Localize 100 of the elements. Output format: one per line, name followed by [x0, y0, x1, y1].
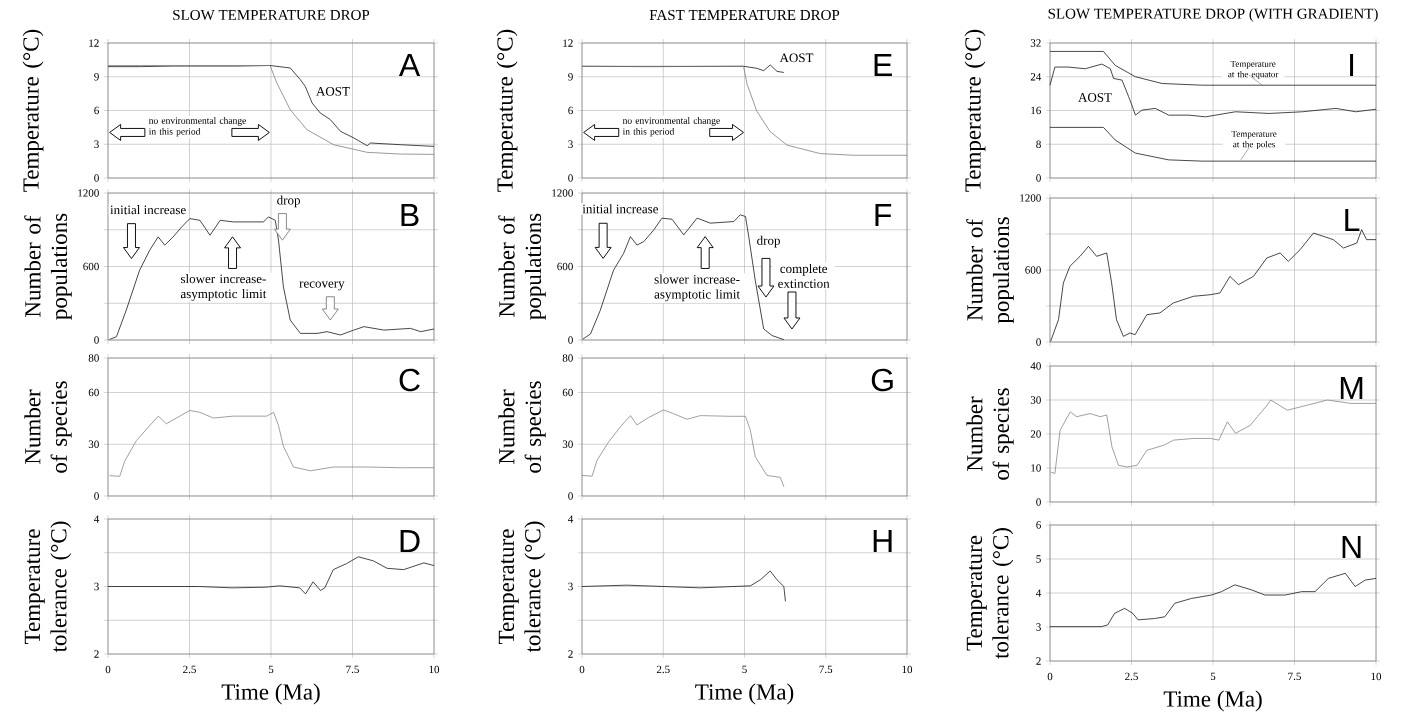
- y-tick-label: 2: [94, 650, 99, 658]
- x-tick-label: 10: [1371, 672, 1382, 681]
- chart-title: SLOW TEMPERATURE DROP: [173, 9, 370, 21]
- x-tick-label: 7.5: [1288, 672, 1301, 681]
- y-tick-label: 60: [562, 388, 573, 397]
- annotation: no environmental change in this period: [622, 117, 720, 137]
- y-tick-label: 6: [1036, 521, 1041, 529]
- y-tick-label: 60: [88, 388, 99, 397]
- annotation: G: [871, 368, 893, 392]
- y-tick-label: 4: [568, 515, 574, 523]
- y-tick-label: 32: [1030, 39, 1041, 47]
- y-tick-label: 0: [1036, 174, 1041, 182]
- y-tick-label: 12: [563, 39, 573, 47]
- y-tick-label: 3: [568, 140, 573, 148]
- x-tick-label: 5: [268, 665, 274, 674]
- y-tick-label: 9: [568, 73, 573, 81]
- annotation: AOST: [316, 87, 350, 96]
- y-tick-label: 0: [94, 174, 99, 182]
- y-tick-label: 2: [1036, 657, 1041, 665]
- x-tick-label: 7.5: [819, 665, 833, 674]
- annotation: H: [873, 530, 892, 553]
- y-tick-label: 1200: [78, 189, 99, 197]
- x-tick-label: 0: [1047, 672, 1053, 681]
- annotation: C: [399, 368, 420, 392]
- y-tick-label: 20: [1030, 430, 1041, 438]
- y-tick-label: 600: [557, 262, 573, 271]
- annotation: E: [874, 53, 892, 77]
- y-tick-label: 12: [89, 39, 99, 47]
- y-tick-label: 24: [1030, 73, 1042, 81]
- annotation: slower increase-asymptotic limit: [654, 274, 740, 302]
- y-tick-label: 600: [83, 262, 99, 271]
- y-tick-label: 1200: [1020, 194, 1041, 202]
- y-tick-label: 0: [94, 336, 99, 344]
- y-tick-label: 3: [94, 140, 99, 148]
- annotation: recovery: [299, 281, 345, 291]
- annotation: slower increase-asymptotic limit: [180, 274, 267, 301]
- annotation: drop: [757, 235, 780, 248]
- y-tick-label: 30: [1030, 396, 1041, 404]
- annotation: Temperature at the poles: [1231, 130, 1277, 150]
- annotation: AOST: [1078, 93, 1112, 102]
- annotation: initial increase: [582, 204, 659, 214]
- y-tick-label: 600: [1025, 266, 1041, 274]
- x-tick-label: 7.5: [346, 665, 359, 674]
- y-tick-label: 5: [1036, 555, 1041, 563]
- y-tick-label: 10: [1031, 464, 1041, 472]
- y-axis-title: Number of species: [24, 381, 72, 473]
- annotation: drop: [277, 195, 301, 208]
- y-tick-label: 3: [94, 582, 99, 591]
- annotation: I: [1350, 53, 1354, 77]
- y-tick-label: 30: [562, 440, 573, 448]
- y-axis-title: Temperature tolerance (°C): [966, 528, 1014, 659]
- y-axis-title: Temperature (°C): [22, 29, 44, 192]
- y-axis-title: Number of populations: [498, 213, 546, 320]
- y-tick-label: 30: [88, 440, 99, 448]
- annotation: N: [1342, 536, 1361, 559]
- y-axis-title: Temperature (°C): [964, 29, 986, 192]
- x-axis-title: Time (Ma): [1163, 690, 1262, 712]
- x-axis-title: Time (Ma): [221, 683, 320, 705]
- y-tick-label: 40: [1030, 362, 1041, 370]
- annotation: initial increase: [110, 205, 186, 215]
- chart-title: SLOW TEMPERATURE DROP (WITH GRADIENT): [1048, 8, 1378, 22]
- annotation: L: [1345, 208, 1360, 232]
- y-tick-label: 80: [88, 354, 99, 362]
- y-tick-label: 3: [1036, 623, 1041, 631]
- y-tick-label: 16: [1031, 106, 1041, 115]
- y-tick-label: 9: [94, 73, 99, 81]
- annotation: M: [1340, 376, 1363, 400]
- y-axis-title: Number of species: [966, 388, 1014, 480]
- y-tick-label: 80: [562, 354, 573, 362]
- y-tick-label: 0: [1036, 498, 1041, 506]
- y-tick-label: 0: [1036, 338, 1041, 346]
- x-tick-label: 5: [1210, 672, 1216, 681]
- annotation: B: [401, 203, 419, 227]
- x-axis-title: Time (Ma): [695, 683, 794, 705]
- annotation: A: [398, 53, 421, 77]
- x-tick-label: 2.5: [656, 665, 670, 674]
- y-axis-title: Temperature tolerance (°C): [24, 521, 72, 653]
- x-tick-label: 2.5: [183, 665, 196, 674]
- x-tick-label: 10: [902, 665, 913, 674]
- annotation: complete extinction: [778, 263, 830, 288]
- y-tick-label: 4: [1036, 589, 1042, 597]
- y-tick-label: 3: [568, 582, 573, 591]
- x-tick-label: 10: [429, 665, 440, 674]
- y-tick-label: 4: [94, 515, 100, 523]
- y-axis-title: Temperature (°C): [496, 29, 518, 192]
- y-tick-label: 1200: [552, 189, 573, 197]
- y-tick-label: 8: [1036, 140, 1041, 148]
- y-tick-label: 0: [568, 336, 573, 344]
- y-axis-title: Temperature tolerance (°C): [498, 521, 546, 653]
- x-tick-label: 0: [579, 665, 585, 674]
- y-tick-label: 0: [94, 492, 99, 500]
- y-tick-label: 0: [568, 174, 573, 182]
- annotation: AOST: [779, 53, 814, 63]
- annotation: no environmental change in this period: [148, 117, 246, 137]
- annotation: F: [875, 203, 892, 227]
- x-tick-label: 0: [105, 665, 111, 674]
- y-axis-title: Number of populations: [966, 217, 1014, 324]
- annotation: D: [400, 530, 420, 553]
- chart-title: FAST TEMPERATURE DROP: [649, 9, 840, 21]
- y-tick-label: 2: [568, 650, 573, 658]
